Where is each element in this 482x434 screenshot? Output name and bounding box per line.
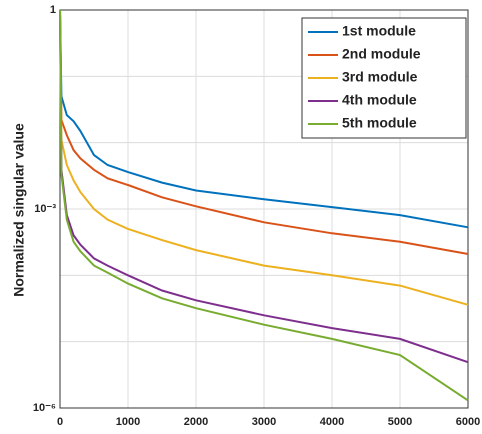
x-tick-label: 6000 xyxy=(456,416,480,428)
x-tick-label: 5000 xyxy=(388,416,412,428)
x-tick-label: 4000 xyxy=(320,416,344,428)
series-line xyxy=(59,9,469,306)
series-line xyxy=(59,9,469,402)
y-tick-label: 10⁻³ xyxy=(34,203,56,215)
x-tick-label: 2000 xyxy=(184,416,208,428)
legend-label: 1st module xyxy=(342,23,416,39)
series-line xyxy=(59,9,469,255)
legend-label: 4th module xyxy=(342,92,417,108)
legend-label: 2nd module xyxy=(342,46,421,62)
x-tick-label: 0 xyxy=(57,416,63,428)
y-tick-label: 1 xyxy=(50,4,56,16)
plot-frame xyxy=(59,9,469,409)
series-line xyxy=(59,9,469,364)
legend-label: 3rd module xyxy=(342,69,418,85)
x-tick-label: 3000 xyxy=(252,416,276,428)
legend-label: 5th module xyxy=(342,115,417,131)
y-axis-label: Normalized singular value xyxy=(11,123,27,297)
series-line xyxy=(59,9,469,229)
x-tick-label: 1000 xyxy=(116,416,140,428)
y-tick-label: 10⁻⁶ xyxy=(33,402,56,414)
